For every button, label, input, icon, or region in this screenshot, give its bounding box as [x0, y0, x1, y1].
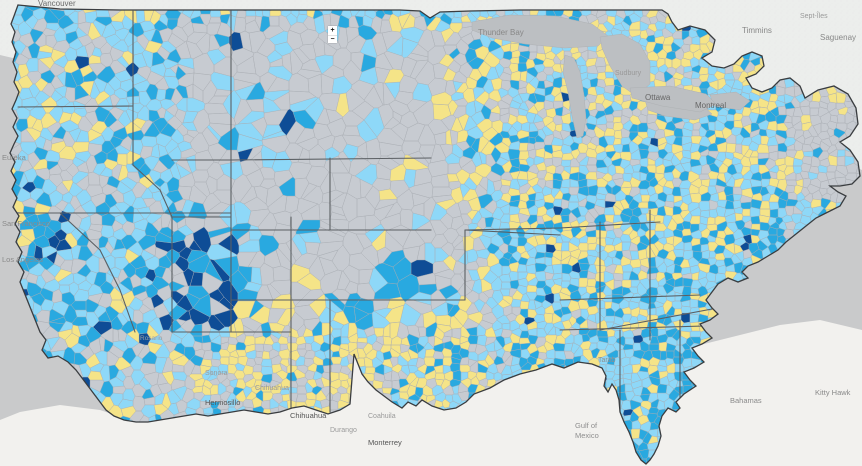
svg-text:Kitty Hawk: Kitty Hawk	[815, 388, 851, 397]
svg-text:San Francisco: San Francisco	[2, 219, 50, 228]
svg-text:Coahuila: Coahuila	[368, 413, 396, 420]
svg-text:Rosario: Rosario	[140, 335, 163, 342]
svg-text:Chihuahua: Chihuahua	[290, 411, 327, 420]
svg-text:Thunder Bay: Thunder Bay	[478, 28, 524, 37]
svg-text:Hermosillo: Hermosillo	[205, 398, 240, 407]
svg-text:Sonora: Sonora	[205, 370, 228, 377]
svg-text:Saguenay: Saguenay	[820, 33, 856, 42]
svg-text:Monterrey: Monterrey	[368, 438, 402, 447]
svg-text:Chihuahua: Chihuahua	[255, 385, 289, 392]
svg-text:Eureka: Eureka	[2, 153, 27, 162]
svg-text:Durango: Durango	[330, 427, 357, 434]
svg-text:Bahamas: Bahamas	[730, 396, 762, 405]
svg-text:Ottawa: Ottawa	[645, 93, 671, 102]
svg-text:Vancouver: Vancouver	[38, 0, 76, 8]
svg-text:Gulf of: Gulf of	[575, 421, 598, 430]
svg-text:Sudbury: Sudbury	[615, 70, 642, 77]
svg-text:Sept-Îles: Sept-Îles	[800, 11, 828, 20]
svg-text:Los Angeles: Los Angeles	[2, 255, 43, 264]
svg-text:Mexico: Mexico	[575, 431, 599, 440]
svg-text:Tarab: Tarab	[598, 357, 616, 364]
svg-text:Timmins: Timmins	[742, 26, 772, 35]
svg-text:Montreal: Montreal	[695, 101, 726, 110]
